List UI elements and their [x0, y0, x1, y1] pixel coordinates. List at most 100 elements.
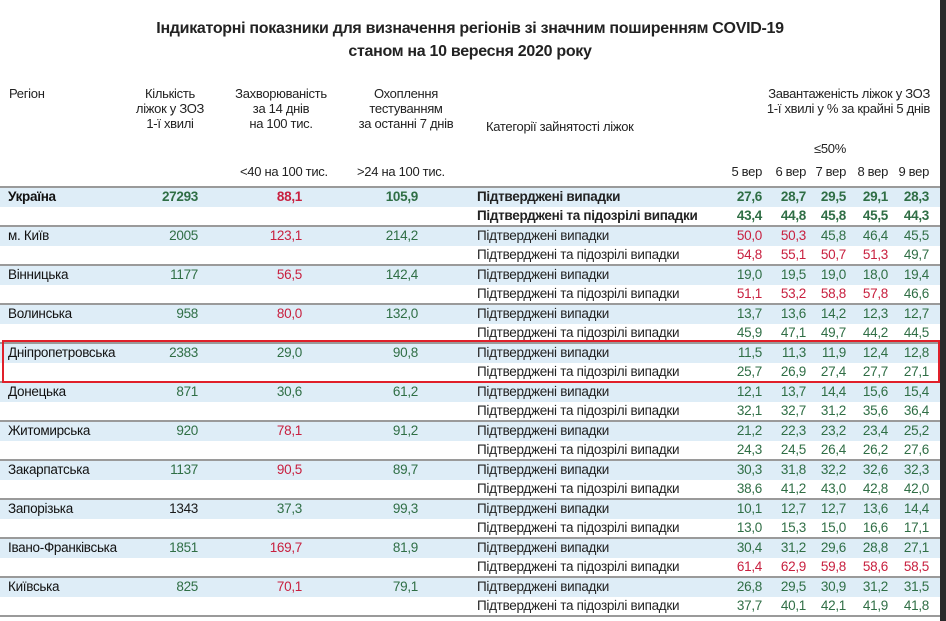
occupancy-value: 11,5 — [737, 345, 762, 360]
occupancy-value: 45,9 — [736, 324, 762, 340]
occupancy-value: 23,4 — [862, 423, 888, 438]
occupancy-value: 27,6 — [903, 441, 929, 457]
occupancy-value: 57,8 — [862, 285, 888, 301]
testing-threshold: >24 на 100 тис. — [357, 164, 445, 179]
occupancy-value: 36,4 — [903, 402, 929, 418]
table-row: Житомирська 920 78,1 91,2 Підтверджені випад… — [0, 420, 940, 459]
testing-value: 81,9 — [392, 540, 418, 555]
occupancy-value: 46,6 — [903, 285, 929, 301]
occupancy-value: 59,8 — [820, 558, 846, 574]
subrow-confirmed: Україна 27293 88,1 105,9 Підтверджені випадк… — [0, 188, 940, 207]
subrow-suspected: Підтверджені та підозрілі випадки 37,7 40,… — [0, 596, 940, 615]
occupancy-value: 51,1 — [736, 285, 762, 301]
header-testing-line: Охоплення — [373, 86, 439, 101]
table-row: Дніпропетровська 2383 29,0 90,8 Підтверджені… — [0, 342, 940, 381]
occupancy-threshold: ≤50% — [814, 141, 846, 156]
beds-count: 958 — [176, 306, 198, 321]
occupancy-value: 12,7 — [903, 306, 929, 321]
incidence-value: 37,3 — [276, 501, 302, 516]
occupancy-value: 55,1 — [780, 246, 806, 262]
occupancy-value: 19,0 — [736, 267, 762, 282]
table-row: Запорізька 1343 37,3 99,3 Підтверджені випад… — [0, 498, 940, 537]
table-row: Україна 27293 88,1 105,9 Підтверджені випадк… — [0, 186, 940, 225]
category-label: Підтверджені випадки — [477, 540, 609, 555]
testing-value: 91,2 — [392, 423, 418, 438]
occupancy-value: 29,6 — [820, 540, 846, 555]
occupancy-value: 15,3 — [780, 519, 806, 535]
occupancy-value: 31,5 — [903, 579, 929, 594]
occupancy-value: 13,6 — [780, 306, 806, 321]
header-region: Регіон — [9, 86, 45, 101]
table-row: Вінницька 1177 56,5 142,4 Підтверджені випад… — [0, 264, 940, 303]
testing-value: 214,2 — [385, 228, 419, 243]
category-label: Підтверджені випадки — [477, 579, 609, 594]
beds-count: 871 — [176, 384, 198, 399]
occupancy-value: 31,2 — [862, 579, 888, 594]
region-name: Україна — [8, 189, 56, 204]
category-label: Підтверджені випадки — [477, 423, 609, 438]
occupancy-value: 12,8 — [903, 345, 929, 360]
header-testing: Охоплення тестуванням за останні 7 днів — [344, 86, 468, 131]
occupancy-value: 27,7 — [862, 363, 888, 379]
subrow-suspected: Підтверджені та підозрілі випадки 61,4 62,… — [0, 557, 940, 576]
occupancy-value: 27,6 — [736, 189, 762, 204]
category-label: Підтверджені та підозрілі випадки — [477, 519, 680, 535]
occupancy-value: 32,2 — [820, 462, 846, 477]
beds-count: 1177 — [170, 267, 198, 282]
header-category: Категорії зайнятості ліжок — [486, 119, 634, 134]
occupancy-value: 22,3 — [780, 423, 806, 438]
occupancy-value: 50,0 — [736, 228, 762, 243]
occupancy-value: 25,7 — [736, 363, 762, 379]
category-label: Підтверджені випадки — [477, 501, 609, 516]
header-occupancy-line: 1-ї хвилі у % за крайні 5 днів — [766, 101, 930, 116]
occupancy-value: 23,2 — [820, 423, 846, 438]
occupancy-value: 31,2 — [820, 402, 846, 418]
occupancy-value: 37,7 — [736, 597, 762, 613]
table-row: Донецька 871 30,6 61,2 Підтверджені випадки 1… — [0, 381, 940, 420]
occupancy-value: 38,6 — [736, 480, 762, 496]
occupancy-value: 32,7 — [780, 402, 806, 418]
category-label: Підтверджені випадки — [477, 267, 609, 282]
header-occupancy-line: Завантаженість ліжок у ЗОЗ — [768, 86, 930, 101]
incidence-value: 30,6 — [276, 384, 302, 399]
testing-value: 89,7 — [392, 462, 418, 477]
header-occupancy: Завантаженість ліжок у ЗОЗ 1-ї хвилі у %… — [700, 86, 930, 116]
header-incidence-line: Захворюваність — [235, 86, 327, 101]
incidence-value: 29,0 — [276, 345, 302, 360]
report-subtitle: станом на 10 вересня 2020 року — [348, 43, 592, 60]
category-label: Підтверджені та підозрілі випадки — [477, 246, 680, 262]
incidence-value: 90,5 — [276, 462, 302, 477]
region-name: Вінницька — [8, 267, 69, 282]
beds-count: 1851 — [169, 540, 198, 555]
occupancy-value: 45,8 — [820, 228, 846, 243]
occupancy-value: 14,4 — [903, 501, 929, 516]
occupancy-value: 14,4 — [820, 384, 846, 399]
subrow-confirmed: Дніпропетровська 2383 29,0 90,8 Підтверджені… — [0, 344, 940, 363]
header-beds-line: 1-ї хвилі — [146, 116, 194, 131]
occupancy-value: 46,4 — [862, 228, 888, 243]
header-beds-line: ліжок у ЗОЗ — [135, 101, 205, 116]
testing-value: 90,8 — [392, 345, 418, 360]
occupancy-value: 50,3 — [780, 228, 806, 243]
testing-value: 142,4 — [385, 267, 419, 282]
subrow-suspected: Підтверджені та підозрілі випадки 13,0 15,… — [0, 518, 940, 537]
testing-value: 99,3 — [392, 501, 418, 516]
occupancy-value: 44,5 — [903, 324, 929, 340]
occupancy-value: 12,4 — [862, 345, 888, 360]
subrow-confirmed: Київська 825 70,1 79,1 Підтверджені випадки 2… — [0, 578, 940, 597]
beds-count: 920 — [176, 423, 198, 438]
header-incidence: Захворюваність за 14 днів на 100 тис. — [226, 86, 336, 131]
table-row: м. Київ 2005 123,1 214,2 Підтверджені випадк… — [0, 225, 940, 264]
header-beds-line: Кількість — [145, 86, 195, 101]
occupancy-value: 45,5 — [862, 207, 888, 223]
subrow-confirmed: Закарпатська 1137 90,5 89,7 Підтверджені вип… — [0, 461, 940, 480]
region-name: Волинська — [8, 306, 72, 321]
incidence-value: 70,1 — [276, 579, 302, 594]
category-label: Підтверджені та підозрілі випадки — [477, 402, 680, 418]
header-incidence-line: на 100 тис. — [249, 116, 313, 131]
category-label: Підтверджені випадки — [477, 462, 609, 477]
occupancy-value: 13,6 — [862, 501, 888, 516]
occupancy-value: 61,4 — [736, 558, 762, 574]
region-name: Закарпатська — [8, 462, 90, 477]
